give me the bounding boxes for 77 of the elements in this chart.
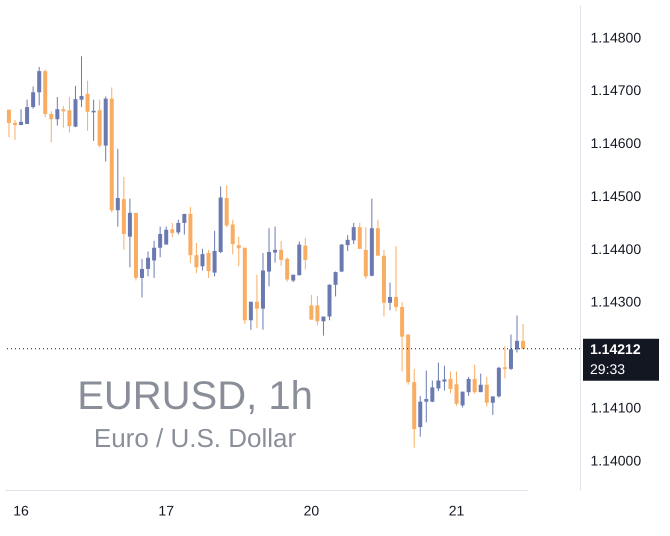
candlestick (273, 226, 278, 264)
candlestick (436, 362, 440, 392)
candlestick (92, 99, 96, 142)
candlestick (19, 108, 24, 126)
candlestick (25, 99, 30, 124)
candlestick (140, 258, 144, 298)
candlestick (37, 66, 42, 106)
candlestick (254, 274, 259, 329)
candlestick (358, 222, 362, 250)
candlestick (128, 198, 132, 268)
candlestick (346, 234, 350, 252)
x-tick-label: 16 (13, 502, 30, 518)
candlestick (146, 250, 150, 277)
candlestick (285, 256, 290, 282)
candlestick (67, 96, 72, 133)
candlestick (267, 228, 272, 287)
candlestick (515, 314, 520, 353)
candlestick (309, 294, 314, 320)
candlestick (430, 380, 434, 403)
candlestick (508, 334, 513, 370)
candlestick (182, 213, 186, 236)
candlestick (454, 371, 459, 406)
y-tick-label: 1.14100 (590, 400, 642, 416)
candlestick (158, 226, 162, 258)
candlestick (152, 240, 156, 278)
candlestick (12, 119, 17, 140)
candlestick (334, 271, 338, 297)
candlestick (315, 295, 320, 326)
y-tick-label: 1.14000 (590, 452, 642, 468)
candlestick (279, 240, 284, 266)
text: Euro / U.S. Dollar (94, 423, 296, 453)
x-tick-label: 17 (158, 502, 174, 518)
candlestick (394, 246, 398, 312)
candlestick (466, 376, 471, 396)
candlestick (55, 96, 60, 126)
y-tick-label: 1.14600 (590, 135, 642, 152)
candlestick (49, 110, 54, 144)
candlestick (490, 396, 495, 416)
candlestick (388, 282, 392, 311)
candlestick (176, 219, 180, 236)
candlestick (521, 323, 526, 350)
candlestick (170, 222, 174, 238)
candlestick (194, 242, 198, 274)
y-tick-label: 1.14800 (590, 29, 642, 46)
candlestick (200, 248, 204, 272)
candlestick (212, 230, 217, 277)
candlestick (321, 316, 326, 336)
candlestick (248, 301, 253, 330)
y-tick-label: 1.14400 (590, 240, 642, 257)
candlestick (31, 86, 36, 110)
candlestick (442, 365, 446, 392)
candlestick (478, 373, 483, 393)
candlestick (424, 370, 428, 423)
candlestick (236, 236, 241, 267)
y-tick-label: 1.14700 (590, 82, 642, 98)
x-tick-label: 20 (304, 502, 320, 518)
y-tick-label: 1.14300 (590, 294, 642, 310)
ref-line-label: 1.14212 (590, 340, 641, 357)
candlestick (80, 56, 84, 108)
candlestick (61, 106, 66, 128)
candlestick (230, 219, 235, 255)
text: 29:33 (590, 360, 626, 377)
candlestick (484, 376, 489, 407)
candlestick (472, 364, 477, 394)
candlestick (460, 391, 465, 408)
candlestick (206, 249, 211, 278)
candlestick (303, 237, 308, 270)
candlestick (6, 109, 11, 138)
text: EURUSD, 1h (77, 374, 313, 418)
candlestick (502, 346, 507, 379)
x-tick-label: 21 (448, 502, 465, 518)
candlestick (86, 80, 90, 132)
candlestick (352, 222, 356, 245)
candlestick (164, 226, 168, 246)
candlestick (448, 371, 452, 394)
y-tick-label: 1.14500 (590, 188, 642, 204)
candlestick (116, 148, 120, 228)
